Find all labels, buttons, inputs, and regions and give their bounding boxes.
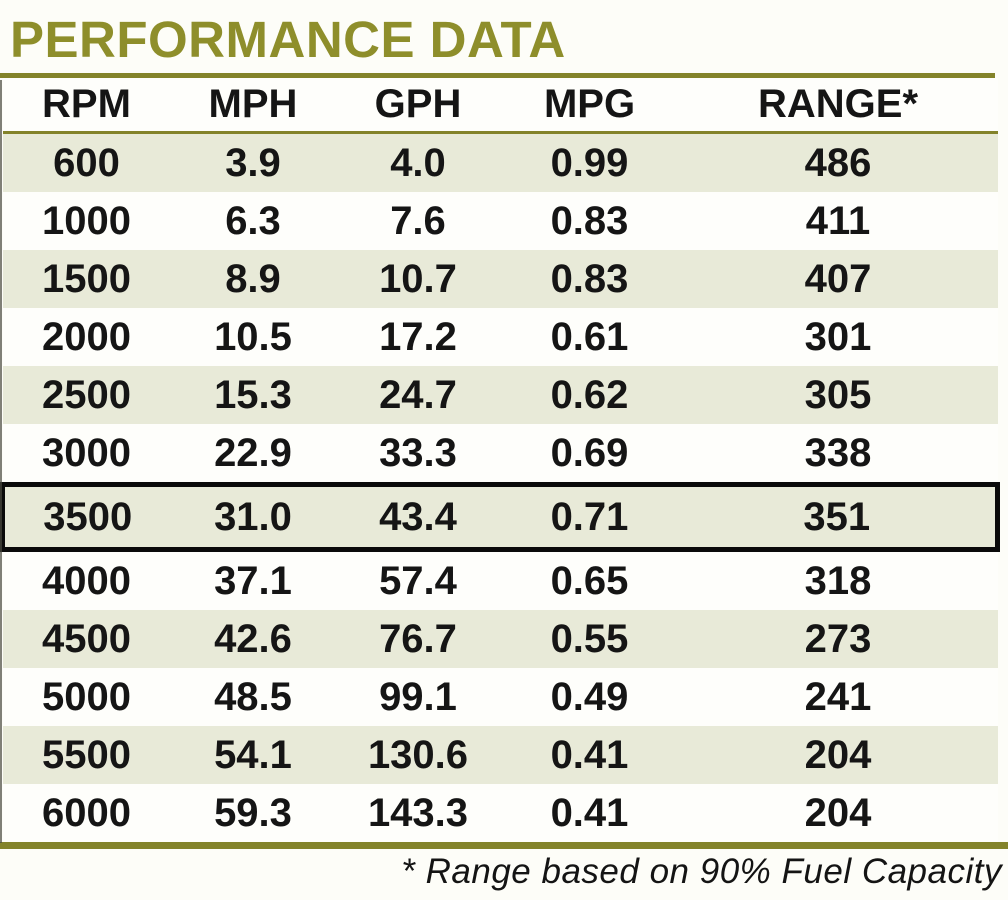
cell-mph: 22.9: [214, 430, 292, 475]
cell-range: 351: [803, 494, 871, 539]
cell-gph: 57.4: [379, 558, 457, 603]
range-footnote: * Range based on 90% Fuel Capacity: [401, 852, 1002, 891]
cell-rpm: 600: [53, 140, 120, 185]
cell-rpm: 6000: [42, 790, 131, 835]
cell-mph: 31.0: [214, 494, 292, 539]
cell-rpm: 2000: [42, 314, 131, 359]
cell-range: 411: [805, 198, 871, 243]
performance-table: RPM MPH GPH MPG RANGE* 600 3.9 4.0 0.99 …: [0, 78, 1000, 842]
cell-range: 301: [804, 314, 872, 359]
cell-range: 273: [804, 616, 872, 661]
title-underline-rule: [0, 73, 995, 78]
cell-mpg: 0.61: [550, 314, 629, 359]
cell-mpg: 0.65: [550, 558, 629, 603]
cell-mph: 15.3: [214, 372, 292, 417]
cell-mph: 59.3: [214, 790, 292, 835]
cell-mph: 10.5: [214, 314, 292, 359]
cell-mpg: 0.69: [550, 430, 629, 475]
table-header: RPM MPH GPH MPG RANGE*: [2, 78, 998, 133]
cell-mpg: 0.49: [550, 674, 629, 719]
cell-rpm: 2500: [42, 372, 131, 417]
cell-mph: 37.1: [214, 558, 292, 603]
cell-mph: 48.5: [214, 674, 292, 719]
cell-gph: 99.1: [379, 674, 457, 719]
cell-mpg: 0.99: [550, 140, 629, 185]
cell-range: 486: [804, 140, 872, 185]
cell-mph: 8.9: [225, 256, 281, 301]
table-left-edge-line: [0, 80, 2, 843]
cell-gph: 10.7: [379, 256, 457, 301]
cell-range: 241: [804, 674, 872, 719]
column-header-range: RANGE*: [678, 78, 998, 133]
cell-mph: 3.9: [225, 140, 281, 185]
table-row: 2000 10.5 17.2 0.61 301: [2, 308, 998, 366]
table-row: 2500 15.3 24.7 0.62 305: [2, 366, 998, 424]
cell-gph: 33.3: [379, 430, 457, 475]
cell-rpm: 5000: [42, 674, 131, 719]
column-header-rpm: RPM: [2, 78, 171, 133]
cell-gph: 7.6: [390, 198, 446, 243]
cell-rpm: 5500: [42, 732, 131, 777]
cell-range: 407: [804, 256, 872, 301]
cell-gph: 24.7: [379, 372, 457, 417]
table-row: 5000 48.5 99.1 0.49 241: [2, 668, 998, 726]
cell-mph: 42.6: [214, 616, 292, 661]
header-row: RPM MPH GPH MPG RANGE*: [2, 78, 998, 133]
cell-rpm: 3000: [42, 430, 131, 475]
table-row: 1000 6.3 7.6 0.83 411: [2, 192, 998, 250]
cell-mpg: 0.62: [550, 372, 629, 417]
table-row: 600 3.9 4.0 0.99 486: [2, 132, 998, 192]
table-row: 1500 8.9 10.7 0.83 407: [2, 250, 998, 308]
cell-mph: 6.3: [225, 198, 281, 243]
page-title: PERFORMANCE DATA: [10, 11, 566, 68]
table-row-highlighted-3500rpm: 3500 31.0 43.4 0.71 351: [2, 484, 998, 550]
cell-mph: 54.1: [214, 732, 292, 777]
cell-mpg: 0.71: [550, 494, 629, 539]
cell-mpg: 0.55: [550, 616, 629, 661]
cell-mpg: 0.83: [550, 198, 629, 243]
column-header-mph: MPH: [170, 78, 336, 133]
cell-gph: 76.7: [379, 616, 457, 661]
cell-range: 204: [804, 732, 872, 777]
cell-gph: 4.0: [390, 140, 446, 185]
cell-mpg: 0.41: [550, 790, 629, 835]
table-row: 3000 22.9 33.3 0.69 338: [2, 424, 998, 485]
cell-range: 305: [804, 372, 872, 417]
cell-range: 204: [804, 790, 872, 835]
cell-rpm: 3500: [43, 494, 133, 539]
cell-rpm: 1500: [42, 256, 131, 301]
cell-rpm: 4500: [42, 616, 131, 661]
table-body: 600 3.9 4.0 0.99 486 1000 6.3 7.6 0.83 4…: [2, 132, 998, 842]
cell-mpg: 0.83: [550, 256, 629, 301]
cell-range: 318: [804, 558, 872, 603]
column-header-gph: GPH: [335, 78, 501, 133]
table-row: 4500 42.6 76.7 0.55 273: [2, 610, 998, 668]
cell-gph: 143.3: [367, 790, 469, 835]
cell-rpm: 4000: [42, 558, 131, 603]
cell-range: 338: [804, 430, 872, 475]
cell-rpm: 1000: [42, 198, 131, 243]
bottom-rule: [0, 842, 1008, 849]
table-row: 4000 37.1 57.4 0.65 318: [2, 549, 998, 610]
cell-gph: 17.2: [379, 314, 457, 359]
cell-gph: 130.6: [367, 732, 469, 777]
cell-mpg: 0.41: [550, 732, 629, 777]
cell-gph: 43.4: [379, 494, 457, 539]
table-row: 5500 54.1 130.6 0.41 204: [2, 726, 998, 784]
column-header-mpg: MPG: [500, 78, 679, 133]
table-row: 6000 59.3 143.3 0.41 204: [2, 784, 998, 842]
